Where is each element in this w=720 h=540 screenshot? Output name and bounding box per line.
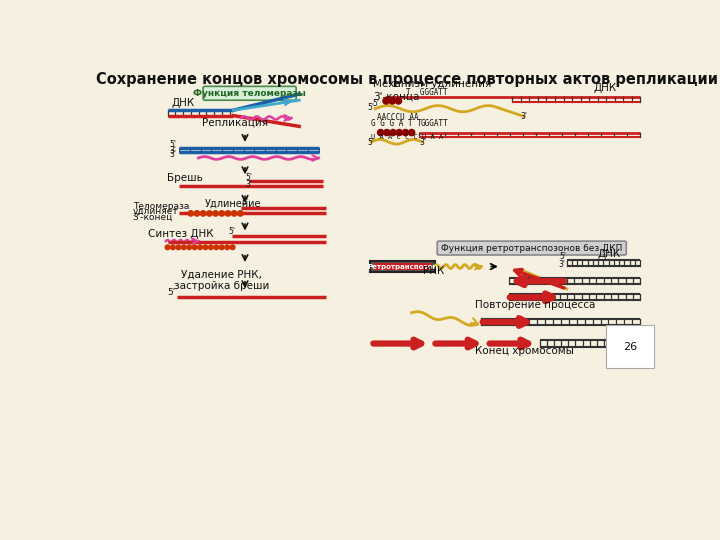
Text: 5': 5' [169,140,176,149]
Text: удлиняет: удлиняет [132,207,179,216]
Text: AACCCU AA: AACCCU AA [377,113,418,122]
Circle shape [194,211,199,216]
FancyBboxPatch shape [370,261,435,272]
Text: Удлинение: Удлинение [204,199,261,208]
Circle shape [225,211,230,216]
Circle shape [389,98,395,104]
Circle shape [230,245,235,249]
FancyBboxPatch shape [203,86,296,100]
Text: Повторение процесса: Повторение процесса [475,300,596,310]
Text: Функция теломеразы: Функция теломеразы [193,89,306,98]
Text: 3'-конец: 3'-конец [132,213,173,221]
Text: 5': 5' [367,138,374,147]
Text: 5': 5' [367,103,374,112]
Text: 3': 3' [169,146,176,156]
Text: ДНК: ДНК [598,249,621,259]
Text: 5': 5' [245,173,252,181]
FancyBboxPatch shape [374,262,431,271]
Text: 26: 26 [623,342,637,352]
Circle shape [213,211,218,216]
Text: 5': 5' [372,99,379,107]
Text: Сохранение концов хромосомы в процессе повторных актов репликации: Сохранение концов хромосомы в процессе п… [96,72,719,87]
Circle shape [181,245,186,249]
Circle shape [200,211,206,216]
Circle shape [192,245,197,249]
Circle shape [214,245,219,249]
Circle shape [220,245,224,249]
Text: 5': 5' [228,227,235,236]
Circle shape [396,130,402,136]
Circle shape [377,130,384,136]
Text: ДНК: ДНК [171,98,194,107]
Circle shape [207,211,212,216]
Circle shape [176,245,181,249]
Text: Конец хромосомы: Конец хромосомы [474,346,573,355]
Circle shape [203,245,208,249]
Text: Механизм удлинения
3'-конца: Механизм удлинения 3'-конца [373,79,491,101]
Text: Функция ретротранспозонов без ДКП: Функция ретротранспозонов без ДКП [441,244,622,253]
Circle shape [171,245,175,249]
Circle shape [384,130,390,136]
Circle shape [383,98,389,104]
Circle shape [390,130,396,136]
Text: Ретротранспозон: Ретротранспозон [367,264,437,269]
Text: U A A C C C U A A: U A A C C C U A A [371,134,443,140]
Text: ДНК: ДНК [594,83,617,93]
Text: 3': 3' [169,150,176,159]
Text: 3': 3' [419,138,426,147]
Text: 5': 5' [168,288,176,297]
Circle shape [225,245,230,249]
Circle shape [408,130,415,136]
Circle shape [188,211,194,216]
Text: Теломераза: Теломераза [132,202,189,211]
Circle shape [219,211,225,216]
Circle shape [165,245,170,249]
Text: РНК: РНК [423,266,444,276]
Text: Репликация: Репликация [202,118,269,127]
Text: 3': 3' [520,112,527,121]
Text: Синтез ДНК: Синтез ДНК [148,228,214,239]
FancyBboxPatch shape [437,241,626,255]
Text: 3': 3' [245,180,252,189]
Circle shape [209,245,213,249]
Text: GGGATT: GGGATT [421,119,449,129]
Text: 5': 5' [241,198,248,207]
Circle shape [198,245,202,249]
Circle shape [187,245,192,249]
Text: Брешь: Брешь [168,173,203,183]
Circle shape [231,211,237,216]
Circle shape [238,211,243,216]
Text: 3': 3' [559,260,566,268]
Circle shape [395,98,402,104]
Text: Удаление РНК,
застройка бреши: Удаление РНК, застройка бреши [174,269,269,291]
Circle shape [402,130,408,136]
Text: G G G A T T: G G G A T T [372,119,422,129]
Text: 5': 5' [559,252,566,261]
Text: T  GGGATT: T GGGATT [406,88,448,97]
